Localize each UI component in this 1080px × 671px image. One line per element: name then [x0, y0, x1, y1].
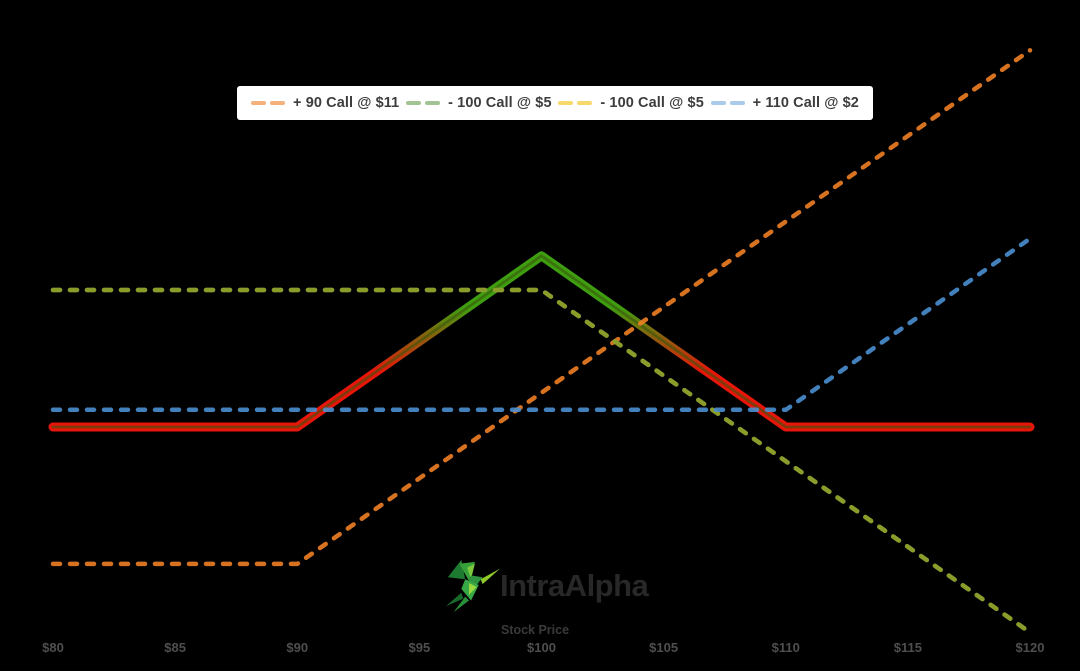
legend-item-long-110-call: + 110 Call @ $2	[710, 95, 859, 111]
intraalpha-logo: IntraAlpha	[442, 557, 649, 615]
option-leg-line-2	[50, 287, 1033, 635]
dashed-line-swatch-icon	[558, 100, 593, 106]
logo-text: IntraAlpha	[500, 568, 649, 603]
legend-item-long-90-call: + 90 Call @ $11	[251, 95, 399, 111]
dashed-line-swatch-icon	[251, 100, 285, 106]
legend-label: - 100 Call @ $5	[600, 95, 704, 111]
legend-item-short-100-call-a: - 100 Call @ $5	[406, 95, 552, 111]
chart-legend: + 90 Call @ $11 - 100 Call @ $5 - 100 Ca…	[237, 86, 873, 120]
option-leg-line-0	[50, 48, 1033, 567]
legend-label: + 110 Call @ $2	[752, 95, 859, 111]
legend-item-short-100-call-b: - 100 Call @ $5	[558, 95, 704, 111]
dashed-line-swatch-icon	[406, 100, 441, 106]
option-leg-line-3	[50, 236, 1033, 413]
dashed-line-swatch-icon	[710, 100, 745, 106]
legend-label: - 100 Call @ $5	[448, 95, 552, 111]
combined-payoff-core-line	[51, 254, 1032, 429]
hummingbird-icon	[445, 559, 500, 613]
legend-label: + 90 Call @ $11	[293, 95, 400, 111]
